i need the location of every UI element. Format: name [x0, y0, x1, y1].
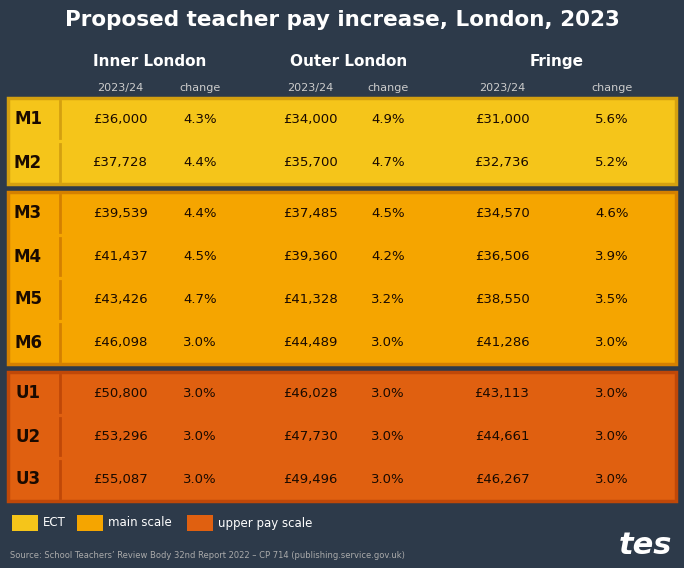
Text: M4: M4 — [14, 248, 42, 265]
Bar — [8, 372, 676, 501]
Text: 3.0%: 3.0% — [183, 387, 217, 400]
Text: 3.0%: 3.0% — [183, 473, 217, 486]
Text: £53,296: £53,296 — [92, 430, 147, 443]
Text: £49,496: £49,496 — [282, 473, 337, 486]
Text: £46,028: £46,028 — [282, 387, 337, 400]
Text: 4.7%: 4.7% — [371, 156, 405, 169]
Text: Proposed teacher pay increase, London, 2023: Proposed teacher pay increase, London, 2… — [64, 10, 620, 30]
Text: £32,736: £32,736 — [475, 156, 529, 169]
Text: upper pay scale: upper pay scale — [218, 516, 312, 529]
Text: £31,000: £31,000 — [475, 113, 529, 126]
Text: 4.6%: 4.6% — [595, 207, 629, 220]
Text: change: change — [592, 83, 633, 93]
Text: 4.5%: 4.5% — [371, 207, 405, 220]
Text: 3.0%: 3.0% — [371, 336, 405, 349]
Text: £43,426: £43,426 — [93, 293, 147, 306]
Text: 5.6%: 5.6% — [595, 113, 629, 126]
Text: £34,570: £34,570 — [475, 207, 529, 220]
Bar — [8, 192, 676, 364]
Text: 3.0%: 3.0% — [371, 430, 405, 443]
Text: 3.2%: 3.2% — [371, 293, 405, 306]
Text: £41,286: £41,286 — [475, 336, 529, 349]
Text: £41,437: £41,437 — [92, 250, 147, 263]
Text: Inner London: Inner London — [93, 54, 207, 69]
Text: 4.5%: 4.5% — [183, 250, 217, 263]
Text: M5: M5 — [14, 290, 42, 308]
Text: £35,700: £35,700 — [282, 156, 337, 169]
Text: 4.3%: 4.3% — [183, 113, 217, 126]
Text: £34,000: £34,000 — [282, 113, 337, 126]
Text: main scale: main scale — [107, 516, 171, 529]
Bar — [12, 515, 38, 531]
Text: 4.4%: 4.4% — [183, 156, 217, 169]
Text: M6: M6 — [14, 333, 42, 352]
Bar — [187, 515, 213, 531]
Text: Source: School Teachers’ Review Body 32nd Report 2022 – CP 714 (publishing.servi: Source: School Teachers’ Review Body 32n… — [10, 551, 405, 560]
Text: change: change — [367, 83, 408, 93]
Bar — [8, 98, 676, 184]
Text: M1: M1 — [14, 111, 42, 128]
Text: 3.0%: 3.0% — [595, 473, 629, 486]
Text: 3.0%: 3.0% — [371, 473, 405, 486]
Text: 3.0%: 3.0% — [595, 430, 629, 443]
Text: 4.9%: 4.9% — [371, 113, 405, 126]
Text: £36,000: £36,000 — [93, 113, 147, 126]
Text: 3.0%: 3.0% — [183, 430, 217, 443]
Text: £37,485: £37,485 — [282, 207, 337, 220]
Text: tes: tes — [618, 531, 672, 560]
Text: Outer London: Outer London — [291, 54, 408, 69]
Text: 3.0%: 3.0% — [595, 387, 629, 400]
Text: 4.4%: 4.4% — [183, 207, 217, 220]
Text: M2: M2 — [14, 153, 42, 172]
Text: ECT: ECT — [43, 516, 66, 529]
Text: 3.5%: 3.5% — [595, 293, 629, 306]
Text: £44,489: £44,489 — [282, 336, 337, 349]
Text: £44,661: £44,661 — [475, 430, 529, 443]
Text: Fringe: Fringe — [530, 54, 584, 69]
Text: 2023/24: 2023/24 — [97, 83, 143, 93]
Text: U3: U3 — [16, 470, 40, 488]
Text: £39,539: £39,539 — [92, 207, 147, 220]
Text: 2023/24: 2023/24 — [479, 83, 525, 93]
Text: £41,328: £41,328 — [282, 293, 337, 306]
Text: 5.2%: 5.2% — [595, 156, 629, 169]
Text: £38,550: £38,550 — [475, 293, 529, 306]
Text: 4.7%: 4.7% — [183, 293, 217, 306]
Text: U2: U2 — [16, 428, 40, 445]
Text: £47,730: £47,730 — [282, 430, 337, 443]
Text: £39,360: £39,360 — [282, 250, 337, 263]
Text: £46,267: £46,267 — [475, 473, 529, 486]
Text: 3.0%: 3.0% — [371, 387, 405, 400]
Text: £43,113: £43,113 — [475, 387, 529, 400]
Text: M3: M3 — [14, 204, 42, 223]
Text: 3.0%: 3.0% — [595, 336, 629, 349]
Text: £36,506: £36,506 — [475, 250, 529, 263]
Text: U1: U1 — [16, 385, 40, 403]
Bar — [77, 515, 103, 531]
Text: change: change — [179, 83, 221, 93]
Text: £55,087: £55,087 — [92, 473, 147, 486]
Text: £50,800: £50,800 — [93, 387, 147, 400]
Text: £37,728: £37,728 — [92, 156, 148, 169]
Text: 4.2%: 4.2% — [371, 250, 405, 263]
Text: 3.0%: 3.0% — [183, 336, 217, 349]
Text: 3.9%: 3.9% — [595, 250, 629, 263]
Text: £46,098: £46,098 — [93, 336, 147, 349]
Text: 2023/24: 2023/24 — [287, 83, 333, 93]
